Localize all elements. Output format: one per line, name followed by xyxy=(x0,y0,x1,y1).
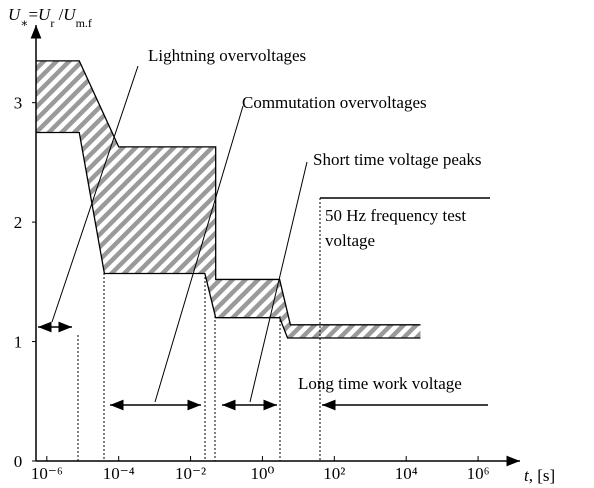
y-label-part: U xyxy=(38,5,52,24)
leader-line xyxy=(154,105,244,403)
guide-lines xyxy=(77,198,321,461)
annotation-layer xyxy=(38,65,490,461)
y-tick-label: 1 xyxy=(14,333,23,352)
annotation: 50 Hz frequency test xyxy=(325,206,466,225)
annotation: Short time voltage peaks xyxy=(313,150,482,169)
band-area xyxy=(36,60,421,338)
y-axis-label: U∗=Ur /Um.f xyxy=(8,5,92,30)
x-tick-label: 10⁶ xyxy=(467,464,490,483)
annotation: Commutation overvoltages xyxy=(242,93,427,112)
y-label-part: ∗ xyxy=(20,16,28,30)
x-label-part: t xyxy=(524,466,530,485)
y-tick-label: 2 xyxy=(14,213,23,232)
y-label-part: U xyxy=(8,5,22,24)
leader-line xyxy=(249,161,308,403)
x-tick-label: 10⁻⁴ xyxy=(103,464,135,483)
annotation: Lightning overvoltages xyxy=(148,46,306,65)
annotation: voltage xyxy=(325,231,375,250)
y-label-part: m.f xyxy=(76,16,92,30)
x-axis-label: t, [s] xyxy=(524,466,555,485)
y-tick-label: 3 xyxy=(14,94,23,113)
x-tick-label: 10⁴ xyxy=(395,464,418,483)
y-tick-label: 0 xyxy=(14,452,23,471)
band-boundary xyxy=(36,60,421,326)
annotation: Long time work voltage xyxy=(298,374,462,393)
band-boundary xyxy=(36,131,421,339)
y-label-part: = xyxy=(28,5,38,24)
y-label-part: U xyxy=(63,5,77,24)
x-tick-label: 10² xyxy=(323,464,345,483)
y-label-part: r xyxy=(50,16,54,30)
y-label-part: / xyxy=(54,5,63,24)
x-tick-label: 10⁰ xyxy=(251,464,275,483)
x-tick-label: 10⁻⁶ xyxy=(31,464,63,483)
leader-line xyxy=(51,65,139,323)
x-label-part: , [s] xyxy=(529,466,555,485)
x-tick-label: 10⁻² xyxy=(175,464,206,483)
